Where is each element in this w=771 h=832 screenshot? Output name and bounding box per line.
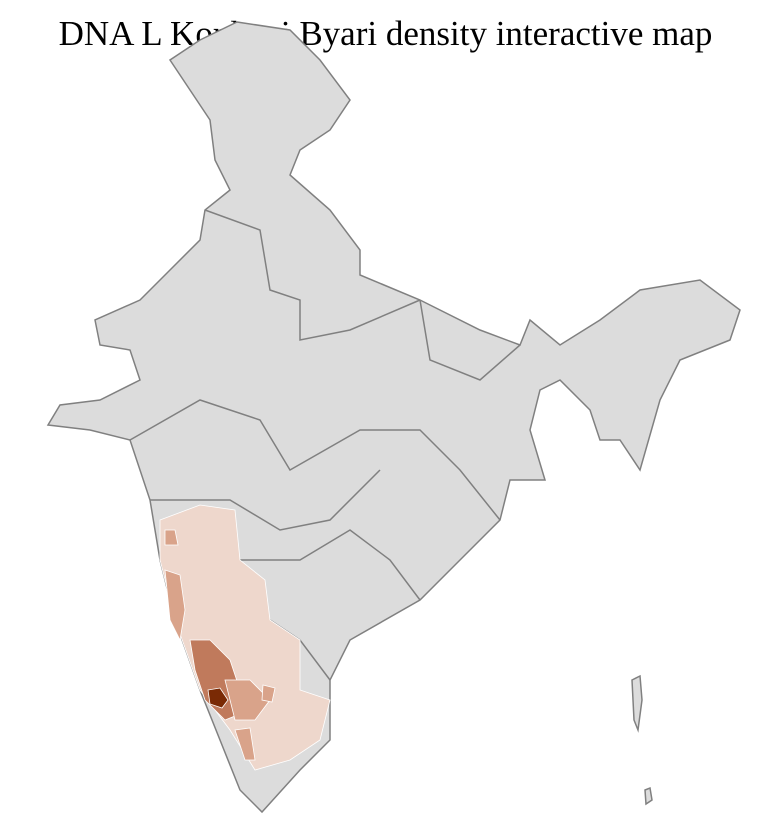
- state-border: [129, 399, 501, 521]
- state-border: [204, 209, 421, 341]
- state-border: [419, 299, 521, 381]
- district-mid[interactable]: [261, 684, 276, 703]
- district-max[interactable]: [207, 687, 229, 709]
- district-low[interactable]: [159, 504, 331, 771]
- state-borders: [129, 209, 521, 681]
- district-mid[interactable]: [224, 679, 271, 721]
- country-outline: [46, 21, 741, 814]
- map-title: DNA L Konkani Byari density interactive …: [58, 14, 713, 53]
- state-border: [150, 469, 381, 531]
- district-mid[interactable]: [234, 727, 256, 761]
- andaman-islands[interactable]: [631, 674, 643, 733]
- state-border: [240, 529, 421, 601]
- density-districts: [159, 504, 331, 771]
- district-mid[interactable]: [164, 529, 179, 546]
- district-mid[interactable]: [164, 569, 186, 642]
- nicobar-islands[interactable]: [644, 786, 653, 806]
